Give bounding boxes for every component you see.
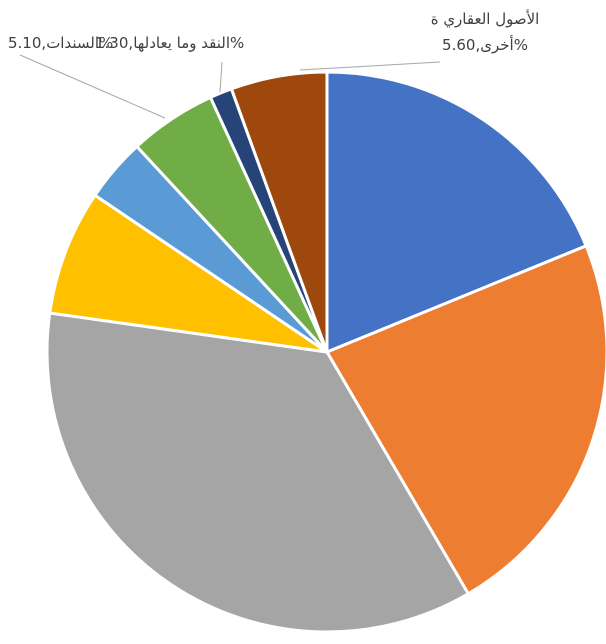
leader-line: [219, 61, 223, 93]
pie-slice: [48, 193, 328, 354]
category-label: الأصول العقاري ة أخرى: [430, 10, 540, 54]
value-label: ,1.30%: [95, 34, 245, 52]
pie-slice: [324, 243, 606, 596]
data-label: الأصول العقاري ة أخرى,5.60%: [400, 6, 570, 58]
leader-line: [299, 61, 441, 71]
pie-slice: [45, 311, 471, 634]
category-label: النقد وما يعادلها: [133, 34, 231, 52]
pie-slice: [229, 70, 329, 353]
pie-slice: [325, 70, 589, 355]
data-label: السندات,5.10%: [8, 34, 113, 52]
value-label: ,5.60%: [442, 36, 528, 54]
category-label: السندات: [46, 34, 99, 52]
leader-line: [19, 54, 166, 119]
data-label: النقد وما يعادلها,1.30%: [95, 34, 244, 52]
value-label: ,5.10%: [8, 34, 114, 52]
